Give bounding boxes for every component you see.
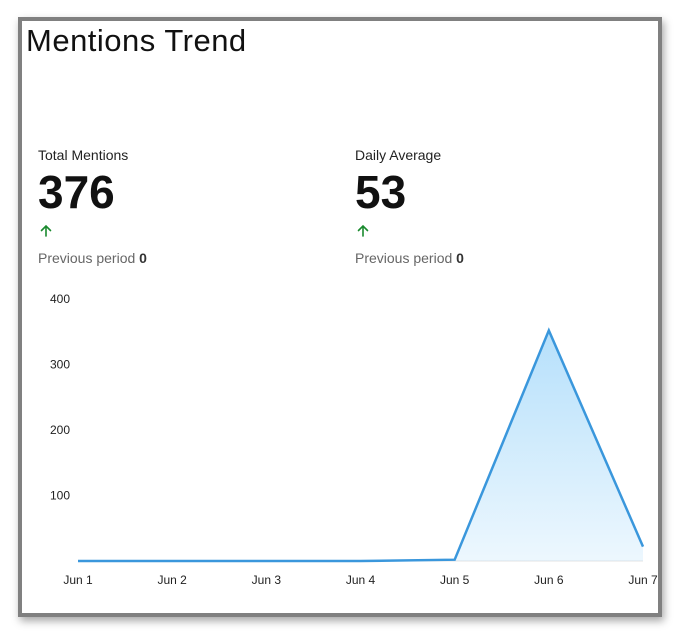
metric-value: 376	[38, 166, 115, 218]
arrow-up-icon	[357, 224, 369, 237]
series-line	[78, 327, 645, 563]
previous-period-label: Previous period	[355, 250, 453, 266]
x-tick-label: Jun 2	[157, 573, 187, 587]
previous-period: Previous period 0	[355, 250, 615, 266]
metric-label: Daily Average	[355, 147, 442, 163]
x-tick-label: Jun 6	[534, 573, 564, 587]
previous-period-value: 0	[456, 250, 464, 266]
x-tick-label: Jun 7	[628, 573, 658, 587]
mentions-area-chart: 100 200 300 400 Jun 1 Jun 2 Jun 3 Jun 4 Jun 5 Jun…	[50, 292, 658, 587]
data-point	[642, 545, 645, 548]
mentions-trend-card: Mentions Trend Total Mentions 376 Previo…	[18, 17, 662, 617]
data-point	[359, 560, 362, 563]
data-point	[547, 329, 550, 332]
data-point	[265, 560, 268, 563]
previous-period-label: Previous period	[38, 250, 136, 266]
x-tick-label: Jun 4	[346, 573, 376, 587]
data-point	[171, 560, 174, 563]
chart-title: Mentions Trend	[26, 23, 247, 58]
previous-period-value: 0	[139, 250, 147, 266]
total-mentions-metric: Total Mentions 376 Previous period 0	[38, 147, 298, 266]
x-tick-label: Jun 3	[252, 573, 282, 587]
y-tick-label: 400	[50, 292, 70, 306]
previous-period: Previous period 0	[38, 250, 298, 266]
y-tick-label: 100	[50, 489, 70, 503]
data-point	[453, 558, 456, 561]
x-tick-label: Jun 5	[440, 573, 470, 587]
arrow-up-icon	[40, 224, 52, 237]
data-point	[77, 560, 80, 563]
metric-label: Total Mentions	[38, 147, 129, 163]
x-tick-label: Jun 1	[63, 573, 93, 587]
daily-average-metric: Daily Average 53 Previous period 0	[355, 147, 615, 266]
y-tick-label: 300	[50, 358, 70, 372]
series-area	[78, 330, 643, 561]
y-tick-label: 200	[50, 423, 70, 437]
metric-value: 53	[355, 166, 407, 218]
